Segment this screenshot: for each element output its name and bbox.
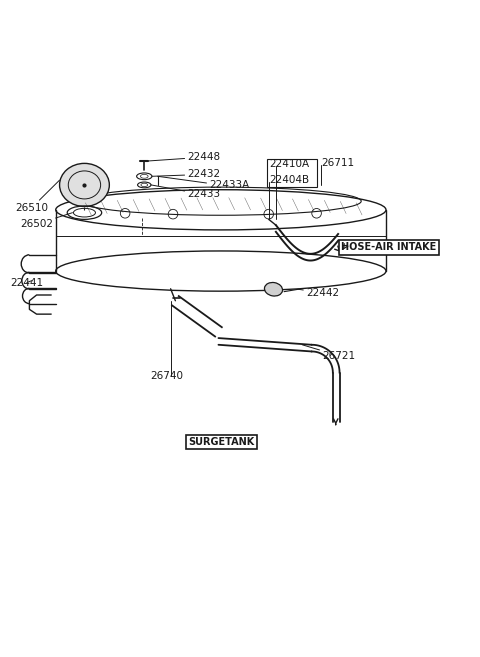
Text: 26510: 26510 — [15, 180, 60, 213]
Text: 26721: 26721 — [302, 345, 356, 361]
Text: 22433A: 22433A — [209, 180, 249, 190]
Text: 22448: 22448 — [148, 152, 220, 162]
Text: 26740: 26740 — [151, 371, 183, 381]
Text: 26711: 26711 — [322, 158, 355, 168]
Text: SURGETANK: SURGETANK — [188, 437, 254, 447]
Text: 26502: 26502 — [20, 213, 72, 229]
Text: 22404B: 22404B — [270, 175, 310, 185]
Text: 22442: 22442 — [299, 288, 339, 298]
Ellipse shape — [264, 283, 283, 296]
Text: HOSE-AIR INTAKE: HOSE-AIR INTAKE — [341, 242, 437, 252]
Text: 22433: 22433 — [151, 185, 220, 200]
Text: 22432: 22432 — [152, 170, 220, 179]
Text: 22441: 22441 — [10, 277, 43, 288]
Ellipse shape — [60, 164, 109, 206]
Text: 22410A: 22410A — [270, 159, 310, 169]
